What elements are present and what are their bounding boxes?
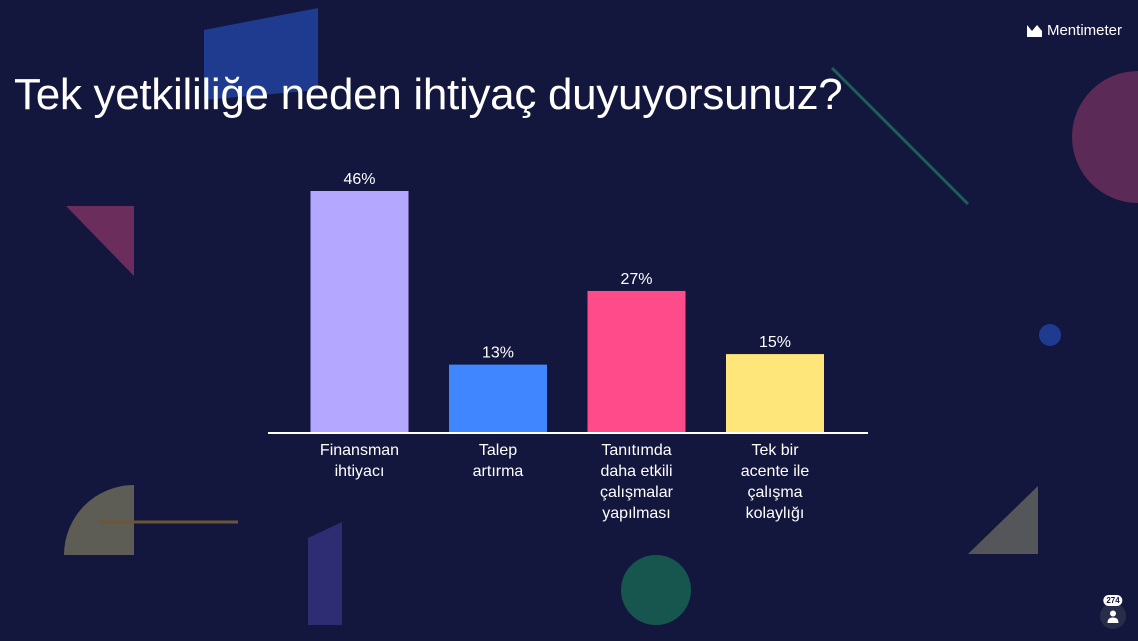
small-blue-dot-shape xyxy=(1039,324,1061,346)
olive-quarter-circle-shape xyxy=(64,485,134,555)
mentimeter-brand: Mentimeter xyxy=(1026,22,1122,39)
gray-triangle-shape xyxy=(968,486,1038,554)
teal-diagonal-line xyxy=(830,66,970,206)
bar-value-label-4: 15% xyxy=(759,334,791,351)
mentimeter-logo-icon xyxy=(1026,24,1042,37)
bar-3 xyxy=(587,290,686,433)
teal-circle-shape xyxy=(621,555,691,625)
bar-2 xyxy=(449,364,547,433)
category-label-3: Tanıtımda daha etkili çalışmalar yapılması xyxy=(600,442,674,522)
maroon-circle-shape xyxy=(1072,71,1138,203)
bar-1 xyxy=(310,191,409,433)
category-label-4: Tek bir acente ile çalışma kolaylığı xyxy=(741,442,810,522)
category-label-2: Talep artırma xyxy=(473,442,524,480)
participant-count-badge: 274 xyxy=(1103,595,1123,606)
person-icon xyxy=(1107,610,1119,623)
bar-value-label-1: 46% xyxy=(343,171,375,188)
question-title: Tek yetkililiğe neden ihtiyaç duyuyorsun… xyxy=(14,70,843,119)
bar-value-label-3: 27% xyxy=(620,271,652,288)
participants-button[interactable]: 274 xyxy=(1100,595,1126,629)
category-label-1: Finansman ihtiyacı xyxy=(320,442,399,480)
indigo-parallelogram-shape xyxy=(308,522,342,625)
blue-parallelogram-shape xyxy=(204,8,318,100)
brand-name: Mentimeter xyxy=(1046,22,1122,39)
bar-value-label-2: 13% xyxy=(482,345,514,362)
bar-4 xyxy=(726,354,824,433)
purple-triangle-shape xyxy=(66,206,134,276)
